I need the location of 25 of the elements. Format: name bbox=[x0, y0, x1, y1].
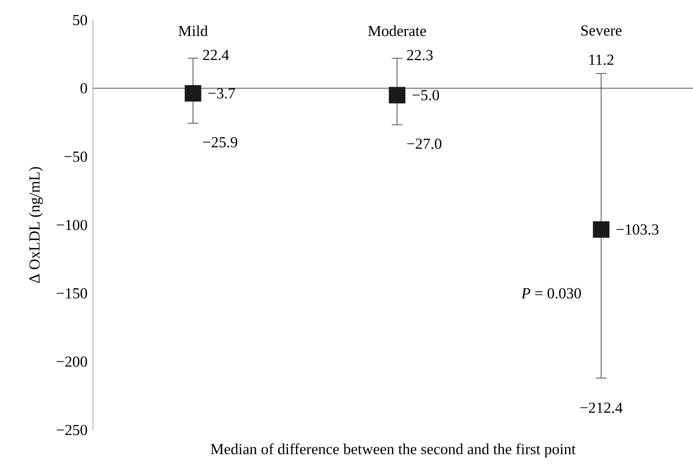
x-tick-label: Moderate bbox=[368, 25, 426, 36]
data-label: −5.0 bbox=[412, 90, 440, 100]
y-tick-label: −200 bbox=[56, 356, 88, 367]
annotation: 22.3 bbox=[407, 50, 433, 60]
annotation: 11.2 bbox=[589, 54, 614, 65]
y-tick-label: −50 bbox=[64, 151, 88, 162]
y-tick-label: −250 bbox=[56, 424, 88, 436]
y-tick-label: 0 bbox=[80, 83, 88, 94]
point bbox=[592, 221, 610, 238]
y-tick-label: −100 bbox=[56, 220, 88, 230]
annotation: 22.4 bbox=[203, 50, 229, 60]
y-axis-title: Δ OxLDL (ng/mL) bbox=[28, 167, 43, 283]
y-tick-label: 50 bbox=[73, 14, 88, 26]
data-label: −103.3 bbox=[616, 224, 658, 235]
x-tick-label: Severe bbox=[581, 25, 622, 36]
x-axis-title: Median of difference between the second and the first point bbox=[210, 443, 576, 458]
y-tick-label: −150 bbox=[56, 288, 88, 298]
annotation: −27.0 bbox=[407, 138, 442, 150]
x-tick-label: Mild bbox=[178, 25, 208, 36]
point bbox=[184, 85, 202, 102]
annotation: −25.9 bbox=[203, 137, 238, 148]
annotation: P = 0.030 bbox=[521, 288, 581, 299]
point bbox=[388, 86, 406, 104]
annotation: −212.4 bbox=[580, 402, 622, 414]
data-label: −3.7 bbox=[208, 88, 236, 99]
